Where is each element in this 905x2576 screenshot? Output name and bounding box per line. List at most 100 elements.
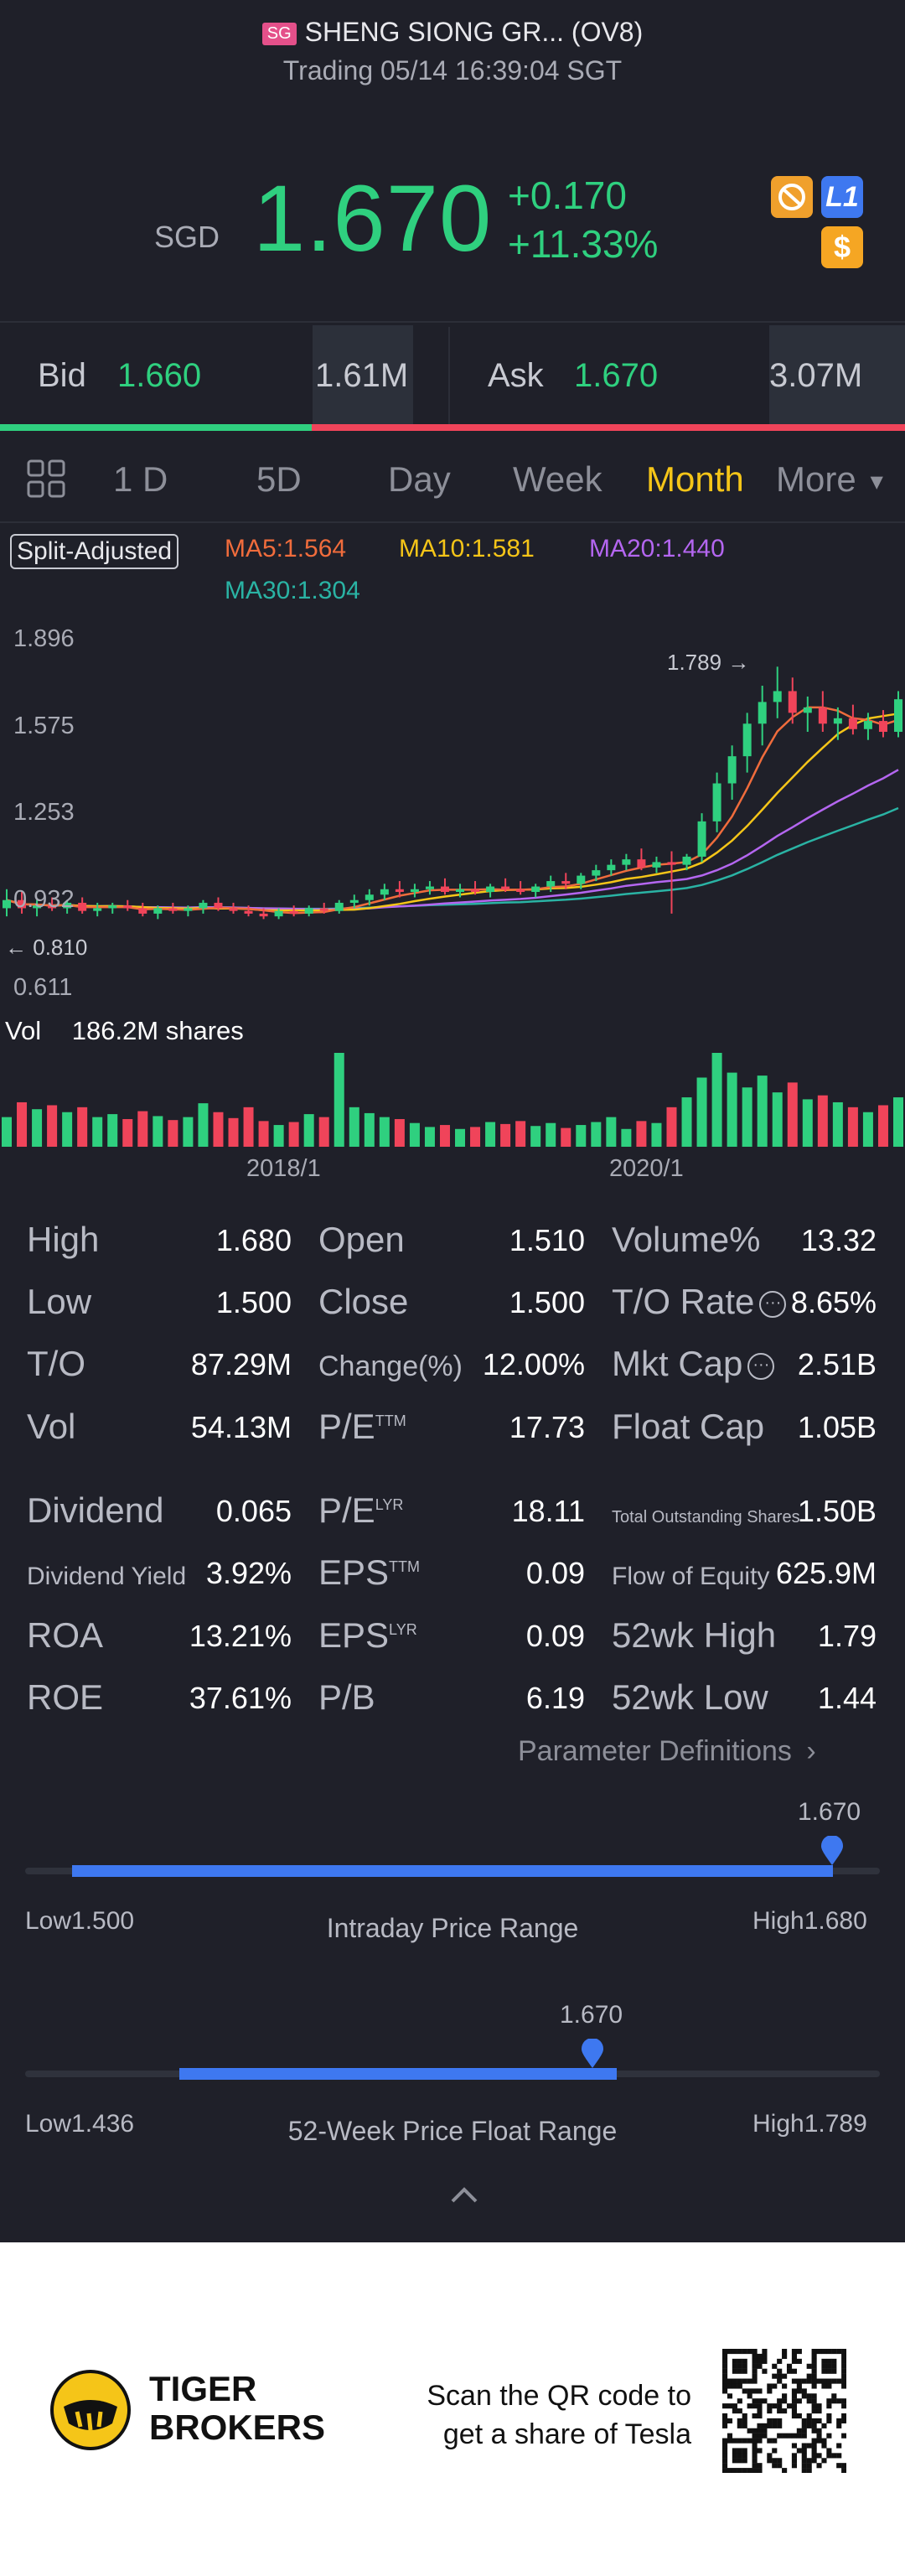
brand-line-1: TIGER <box>149 2369 257 2408</box>
chevron-right-icon: › <box>806 1735 816 1767</box>
tab-1d[interactable]: 1 D <box>113 459 168 499</box>
week52-fill <box>179 2068 617 2080</box>
stock-title: SG SHENG SIONG GR... (OV8) <box>0 17 905 48</box>
volume-bar <box>439 1125 450 1147</box>
stat-label: Flow of Equity <box>612 1552 769 1593</box>
stat-label-text: Close <box>318 1282 409 1321</box>
volume-bar <box>576 1125 587 1147</box>
stat-label: Low <box>27 1282 91 1322</box>
volume-bar <box>742 1087 752 1147</box>
volume-bar <box>137 1111 148 1147</box>
volume-bar <box>787 1082 798 1147</box>
intraday-title: Intraday Price Range <box>326 1913 579 1943</box>
y-tick-label: 1.253 <box>13 799 75 826</box>
stat-label: EPSLYR <box>318 1615 417 1656</box>
layout-grid-icon[interactable] <box>27 459 65 502</box>
volume-bar <box>802 1099 813 1147</box>
tab-day[interactable]: Day <box>388 459 451 499</box>
volume-bar <box>288 1122 299 1147</box>
candle <box>516 881 525 895</box>
stat-label-text: Float Cap <box>612 1407 765 1446</box>
volume-bar <box>107 1114 118 1147</box>
volume-bar <box>77 1107 88 1147</box>
stat-label: Open <box>318 1220 405 1260</box>
stat-value: 6.19 <box>525 1681 585 1715</box>
promo-text: Scan the QR code to get a share of Tesla <box>419 2376 691 2454</box>
vol-label: Vol <box>5 1016 42 1045</box>
stat-label: ROE <box>27 1677 103 1718</box>
volume-bar <box>606 1117 617 1147</box>
divider <box>0 321 905 323</box>
volume-bar <box>258 1121 269 1147</box>
promo-line-1: Scan the QR code to <box>427 2380 691 2412</box>
quote-header: SG SHENG SIONG GR... (OV8) Trading 05/14 … <box>0 0 905 323</box>
bid-ratio-bar <box>0 424 312 431</box>
tab-more[interactable]: More ▼ <box>776 459 887 500</box>
stat-value: 17.73 <box>509 1410 585 1444</box>
stat-label: Volume% <box>612 1220 760 1260</box>
tab-week[interactable]: Week <box>513 459 602 499</box>
bid-price[interactable]: 1.660 <box>117 357 202 394</box>
qr-code[interactable] <box>722 2349 847 2477</box>
param-link-label: Parameter Definitions <box>518 1735 792 1767</box>
brand-name: TIGER BROKERS <box>149 2370 325 2447</box>
stat-label: Mkt Cap ··· <box>612 1344 775 1384</box>
volume-bar <box>273 1125 284 1147</box>
volume-bar <box>485 1122 496 1147</box>
volume-bar <box>2 1117 12 1147</box>
stat-value: 13.32 <box>800 1223 877 1257</box>
candle <box>184 905 193 917</box>
stat-label-text: Mkt Cap <box>612 1344 743 1383</box>
volume-bar <box>153 1116 163 1147</box>
volume-chart[interactable] <box>0 1048 905 1148</box>
tab-5d[interactable]: 5D <box>256 459 302 499</box>
volume-bar <box>213 1112 224 1147</box>
price-chart[interactable] <box>0 616 905 1010</box>
chevron-up-icon[interactable] <box>447 2185 481 2209</box>
candle <box>577 873 586 889</box>
stat-label: EPSTTM <box>318 1552 420 1593</box>
caret-down-icon: ▼ <box>866 469 888 495</box>
candle <box>561 873 571 889</box>
candle <box>153 905 163 920</box>
candle <box>727 745 737 800</box>
stat-label-text: P/B <box>318 1677 375 1717</box>
no-short-icon[interactable] <box>771 176 813 218</box>
candle <box>63 899 72 914</box>
volume-bar <box>561 1127 571 1147</box>
split-adjusted-toggle[interactable]: Split-Adjusted <box>10 534 179 569</box>
parameter-definitions-link[interactable]: Parameter Definitions › <box>518 1735 816 1768</box>
stat-label-text: Total Outstanding Shares <box>612 1508 800 1526</box>
stat-label: Float Cap <box>612 1407 764 1447</box>
stat-label-text: Flow of Equity <box>612 1563 770 1590</box>
stat-label: P/B <box>318 1677 375 1718</box>
ask-price[interactable]: 1.670 <box>574 357 659 394</box>
bid-label: Bid <box>38 357 86 394</box>
volume-bar <box>32 1109 43 1147</box>
volume-bar <box>530 1126 541 1147</box>
week52-low: Low1.436 <box>25 2110 135 2138</box>
bid-size-bg <box>313 325 413 424</box>
volume-bar <box>877 1105 888 1147</box>
intraday-current-value: 1.670 <box>798 1798 861 1826</box>
candle <box>229 902 238 914</box>
stat-label: 52wk Low <box>612 1677 768 1718</box>
volume-bar <box>546 1122 556 1147</box>
candle <box>894 691 902 738</box>
stat-label-text: Dividend <box>27 1490 164 1530</box>
tab-month[interactable]: Month <box>646 459 744 499</box>
stat-label: ROA <box>27 1615 103 1656</box>
volume-bar <box>394 1118 405 1147</box>
ask-size-bg <box>769 325 905 424</box>
candle <box>289 905 298 917</box>
more-info-icon[interactable]: ··· <box>747 1352 775 1380</box>
stat-value: 37.61% <box>189 1681 292 1715</box>
stat-label-text: Volume% <box>612 1220 761 1259</box>
more-info-icon[interactable]: ··· <box>759 1290 787 1318</box>
low-marker: ← 0.810 <box>5 935 87 961</box>
level1-icon[interactable]: L1 <box>821 176 863 218</box>
dollar-icon[interactable]: $ <box>821 226 863 268</box>
candle <box>652 856 661 873</box>
intraday-low: Low1.500 <box>25 1907 135 1935</box>
candle <box>48 897 57 911</box>
